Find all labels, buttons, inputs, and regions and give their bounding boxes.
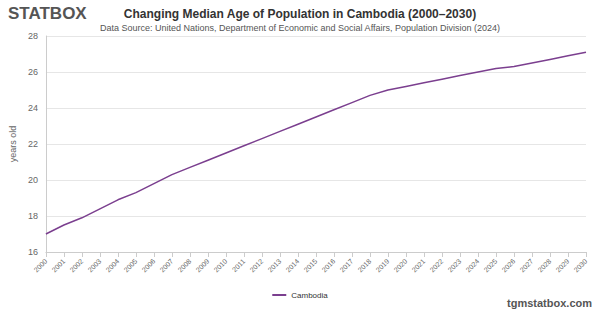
svg-text:16: 16 [28, 247, 38, 257]
svg-text:2015: 2015 [302, 257, 318, 273]
svg-text:2009: 2009 [194, 257, 210, 273]
svg-text:2011: 2011 [231, 257, 247, 273]
svg-text:2030: 2030 [573, 257, 589, 273]
svg-text:2012: 2012 [248, 257, 264, 273]
svg-text:Data Source: United Nations, D: Data Source: United Nations, Department … [100, 23, 500, 33]
svg-text:2027: 2027 [519, 257, 535, 273]
svg-text:2016: 2016 [320, 257, 336, 273]
svg-text:2014: 2014 [284, 257, 300, 273]
svg-text:2013: 2013 [266, 257, 282, 273]
svg-text:2019: 2019 [374, 257, 390, 273]
svg-text:2022: 2022 [429, 257, 445, 273]
svg-text:2003: 2003 [86, 257, 102, 273]
svg-text:2017: 2017 [338, 257, 354, 273]
svg-text:2010: 2010 [212, 257, 228, 273]
svg-text:2006: 2006 [140, 257, 156, 273]
svg-text:2001: 2001 [50, 257, 66, 273]
svg-text:2026: 2026 [501, 257, 517, 273]
svg-text:2021: 2021 [411, 257, 427, 273]
svg-text:years old: years old [8, 126, 18, 163]
svg-text:26: 26 [28, 67, 38, 77]
svg-text:2024: 2024 [465, 257, 481, 273]
svg-text:2000: 2000 [32, 257, 48, 273]
svg-text:2005: 2005 [122, 257, 138, 273]
svg-text:22: 22 [28, 139, 38, 149]
svg-text:2028: 2028 [537, 257, 553, 273]
svg-text:2002: 2002 [68, 257, 84, 273]
svg-text:2023: 2023 [447, 257, 463, 273]
svg-text:2020: 2020 [393, 257, 409, 273]
svg-text:18: 18 [28, 211, 38, 221]
svg-text:tgmstatbox.com: tgmstatbox.com [507, 297, 592, 309]
svg-text:2007: 2007 [158, 257, 174, 273]
svg-text:2008: 2008 [176, 257, 192, 273]
svg-text:Changing Median Age of Populat: Changing Median Age of Population in Cam… [124, 7, 476, 21]
svg-text:2018: 2018 [356, 257, 372, 273]
svg-text:2004: 2004 [104, 257, 120, 273]
svg-text:STATBOX: STATBOX [8, 4, 87, 23]
svg-text:Cambodia: Cambodia [291, 291, 328, 300]
svg-text:20: 20 [28, 175, 38, 185]
svg-text:2029: 2029 [555, 257, 571, 273]
svg-text:28: 28 [28, 31, 38, 41]
svg-text:24: 24 [28, 103, 38, 113]
svg-text:2025: 2025 [483, 257, 499, 273]
